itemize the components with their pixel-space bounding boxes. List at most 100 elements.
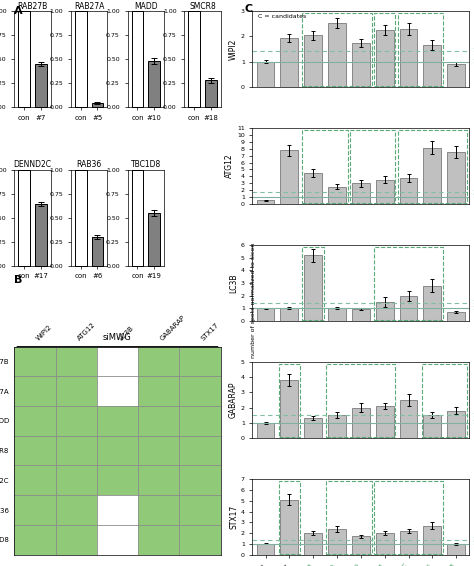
FancyBboxPatch shape: [97, 495, 138, 525]
Bar: [148, 61, 160, 108]
Title: RAB36: RAB36: [76, 160, 102, 169]
Bar: [281, 380, 298, 438]
Title: TBC1D8: TBC1D8: [131, 160, 161, 169]
Title: DENND2C: DENND2C: [13, 160, 52, 169]
Bar: [376, 406, 393, 438]
Bar: [447, 152, 465, 204]
Bar: [281, 38, 298, 87]
FancyBboxPatch shape: [138, 465, 179, 495]
Bar: [447, 312, 465, 321]
Bar: [376, 302, 393, 321]
Y-axis label: STX17: STX17: [229, 505, 238, 529]
Bar: [281, 500, 298, 555]
FancyBboxPatch shape: [138, 436, 179, 465]
Text: 1.0: 1.0: [473, 420, 474, 425]
FancyBboxPatch shape: [55, 525, 97, 555]
Y-axis label: WIPI2: WIPI2: [229, 38, 238, 60]
FancyBboxPatch shape: [179, 436, 221, 465]
FancyBboxPatch shape: [179, 346, 221, 376]
Text: 1.48 C: 1.48 C: [473, 413, 474, 418]
Text: B: B: [14, 275, 23, 285]
FancyBboxPatch shape: [55, 495, 97, 525]
Bar: [447, 64, 465, 87]
FancyBboxPatch shape: [55, 465, 97, 495]
Bar: [328, 23, 346, 87]
Text: siMWG: siMWG: [103, 333, 132, 342]
FancyBboxPatch shape: [55, 436, 97, 465]
Bar: [256, 544, 274, 555]
Bar: [91, 237, 103, 265]
Bar: [400, 178, 418, 204]
Bar: [328, 308, 346, 321]
Y-axis label: LC3B: LC3B: [229, 273, 238, 293]
Bar: [75, 11, 87, 108]
Text: 1.43 C: 1.43 C: [473, 48, 474, 53]
FancyBboxPatch shape: [179, 465, 221, 495]
Title: RAB27A: RAB27A: [74, 2, 104, 11]
Bar: [188, 11, 200, 108]
Bar: [400, 295, 418, 321]
Bar: [328, 187, 346, 204]
Bar: [400, 29, 418, 87]
Title: RAB27B: RAB27B: [18, 2, 47, 11]
FancyBboxPatch shape: [179, 495, 221, 525]
Bar: [376, 533, 393, 555]
Bar: [352, 408, 370, 438]
Bar: [256, 308, 274, 321]
FancyBboxPatch shape: [179, 525, 221, 555]
Bar: [352, 43, 370, 87]
Bar: [18, 170, 30, 265]
Text: number of spots normalized to sicon: number of spots normalized to sicon: [251, 242, 256, 358]
Bar: [281, 308, 298, 321]
Bar: [423, 285, 441, 321]
Title: MADD: MADD: [134, 2, 157, 11]
Bar: [376, 30, 393, 87]
Bar: [423, 148, 441, 204]
FancyBboxPatch shape: [179, 406, 221, 436]
Bar: [423, 415, 441, 438]
FancyBboxPatch shape: [55, 406, 97, 436]
Text: C: C: [244, 5, 252, 15]
Bar: [132, 11, 143, 108]
FancyBboxPatch shape: [138, 346, 179, 376]
Bar: [256, 62, 274, 87]
FancyBboxPatch shape: [14, 376, 55, 406]
Bar: [304, 173, 322, 204]
Bar: [91, 104, 103, 108]
Bar: [423, 45, 441, 87]
FancyBboxPatch shape: [55, 376, 97, 406]
FancyBboxPatch shape: [14, 406, 55, 436]
FancyBboxPatch shape: [97, 376, 138, 406]
FancyBboxPatch shape: [97, 406, 138, 436]
Bar: [75, 170, 87, 265]
FancyBboxPatch shape: [14, 346, 55, 376]
Text: C = candidates: C = candidates: [258, 15, 307, 19]
Text: 1.0: 1.0: [473, 194, 474, 199]
FancyBboxPatch shape: [14, 436, 55, 465]
FancyBboxPatch shape: [55, 346, 97, 376]
Text: 1.66 C: 1.66 C: [473, 190, 474, 195]
FancyBboxPatch shape: [97, 346, 138, 376]
Bar: [304, 255, 322, 321]
FancyBboxPatch shape: [97, 525, 138, 555]
Bar: [132, 170, 143, 265]
Bar: [205, 80, 217, 108]
FancyBboxPatch shape: [138, 376, 179, 406]
FancyBboxPatch shape: [14, 525, 55, 555]
Bar: [256, 200, 274, 204]
Text: A: A: [14, 6, 23, 16]
FancyBboxPatch shape: [138, 495, 179, 525]
Y-axis label: ATG12: ATG12: [225, 154, 234, 178]
Bar: [352, 183, 370, 204]
Y-axis label: GABARAP: GABARAP: [229, 381, 238, 418]
Bar: [328, 415, 346, 438]
Bar: [447, 544, 465, 555]
Bar: [304, 533, 322, 555]
Bar: [447, 410, 465, 438]
Bar: [400, 400, 418, 438]
FancyBboxPatch shape: [138, 525, 179, 555]
Bar: [423, 526, 441, 555]
FancyBboxPatch shape: [14, 495, 55, 525]
Bar: [256, 423, 274, 438]
Bar: [304, 418, 322, 438]
